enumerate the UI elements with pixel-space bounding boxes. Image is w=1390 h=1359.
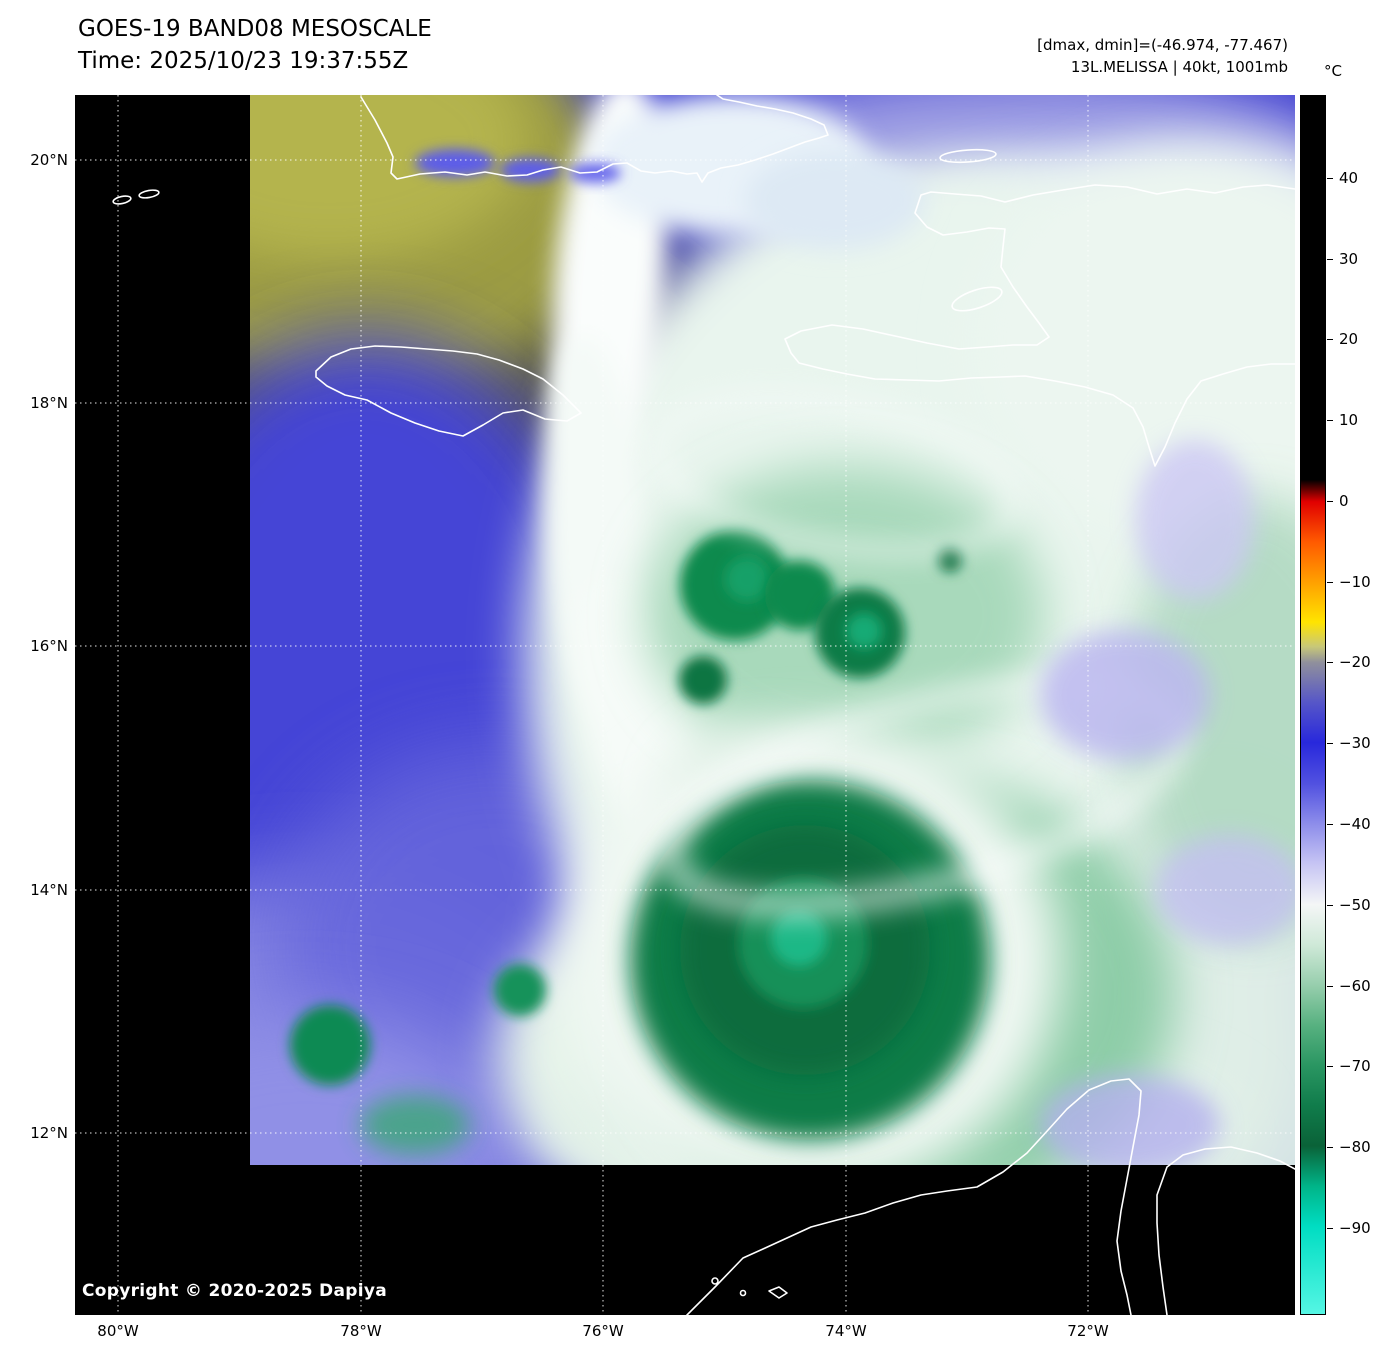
colorbar-tick-label-m40: −40 — [1339, 815, 1371, 833]
lat-tick-label-16n: 16°N — [30, 637, 68, 655]
colorbar-tick — [1327, 339, 1333, 340]
colorbar-unit-label: °C — [1324, 62, 1342, 80]
colorbar-tick — [1327, 501, 1333, 502]
range-readout: [dmax, dmin]=(-46.974, -77.467) — [1037, 36, 1288, 54]
lat-tick-label-12n: 12°N — [30, 1124, 68, 1142]
lon-tick-label-80w: 80°W — [97, 1322, 139, 1340]
storm-readout: 13L.MELISSA | 40kt, 1001mb — [1070, 58, 1288, 76]
colorbar-tick-label-20: 20 — [1339, 330, 1359, 348]
colorbar-tick-label-10: 10 — [1339, 411, 1359, 429]
colorbar-tick — [1327, 1228, 1333, 1229]
cuba-coastline — [360, 94, 829, 183]
colorbar-tick — [1327, 905, 1333, 906]
colorbar-tick-label-m90: −90 — [1339, 1219, 1371, 1237]
colorbar-tick — [1327, 259, 1333, 260]
lon-tick-label-78w: 78°W — [340, 1322, 382, 1340]
coastlines — [112, 94, 1296, 1316]
colorbar-tick-label-m50: −50 — [1339, 896, 1371, 914]
image-timestamp: Time: 2025/10/23 19:37:55Z — [78, 48, 409, 74]
colorbar-tick-label-m80: −80 — [1339, 1138, 1371, 1156]
colorbar-tick-label-m20: −20 — [1339, 653, 1371, 671]
colorbar-tick — [1327, 824, 1333, 825]
colorbar-tick — [1327, 743, 1333, 744]
colorbar-tick-label-m70: −70 — [1339, 1057, 1371, 1075]
header-readouts: [dmax, dmin]=(-46.974, -77.467) 13L.MELI… — [1037, 34, 1288, 78]
copyright-text: Copyright © 2020-2025 Dapiya — [82, 1281, 387, 1301]
colorbar-tick — [1327, 420, 1333, 421]
temperature-colorbar — [1300, 95, 1326, 1315]
venezuela-coastline — [1156, 1146, 1296, 1316]
lon-tick-label-76w: 76°W — [582, 1322, 624, 1340]
colorbar-tick — [1327, 178, 1333, 179]
colorbar-tick-label-0: 0 — [1339, 492, 1349, 510]
lon-tick-label-72w: 72°W — [1067, 1322, 1109, 1340]
colorbar-tick-label-m30: −30 — [1339, 734, 1371, 752]
lat-tick-label-20n: 20°N — [30, 151, 68, 169]
south-america-coastline — [686, 1078, 1142, 1316]
hispaniola-coastline — [784, 184, 1296, 467]
image-title: GOES-19 BAND08 MESOSCALE — [78, 16, 432, 42]
jamaica-coastline — [315, 345, 582, 437]
colorbar-tick — [1327, 662, 1333, 663]
colorbar-tick — [1327, 1147, 1333, 1148]
colorbar-tick-label-m10: −10 — [1339, 573, 1371, 591]
lat-tick-label-18n: 18°N — [30, 394, 68, 412]
colorbar-tick — [1327, 986, 1333, 987]
water-vapor-imagery — [250, 95, 1295, 1165]
lon-tick-label-74w: 74°W — [825, 1322, 867, 1340]
colorbar-tick-label-m60: −60 — [1339, 977, 1371, 995]
lat-tick-label-14n: 14°N — [30, 881, 68, 899]
colorbar-tick — [1327, 582, 1333, 583]
colorbar-tick-label-40: 40 — [1339, 169, 1359, 187]
satellite-image — [75, 94, 1296, 1316]
graticule-gridlines — [75, 95, 1295, 1315]
satellite-map-plot: Copyright © 2020-2025 Dapiya — [75, 94, 1296, 1316]
colorbar-tick-label-30: 30 — [1339, 250, 1359, 268]
colorbar-tick — [1327, 1066, 1333, 1067]
